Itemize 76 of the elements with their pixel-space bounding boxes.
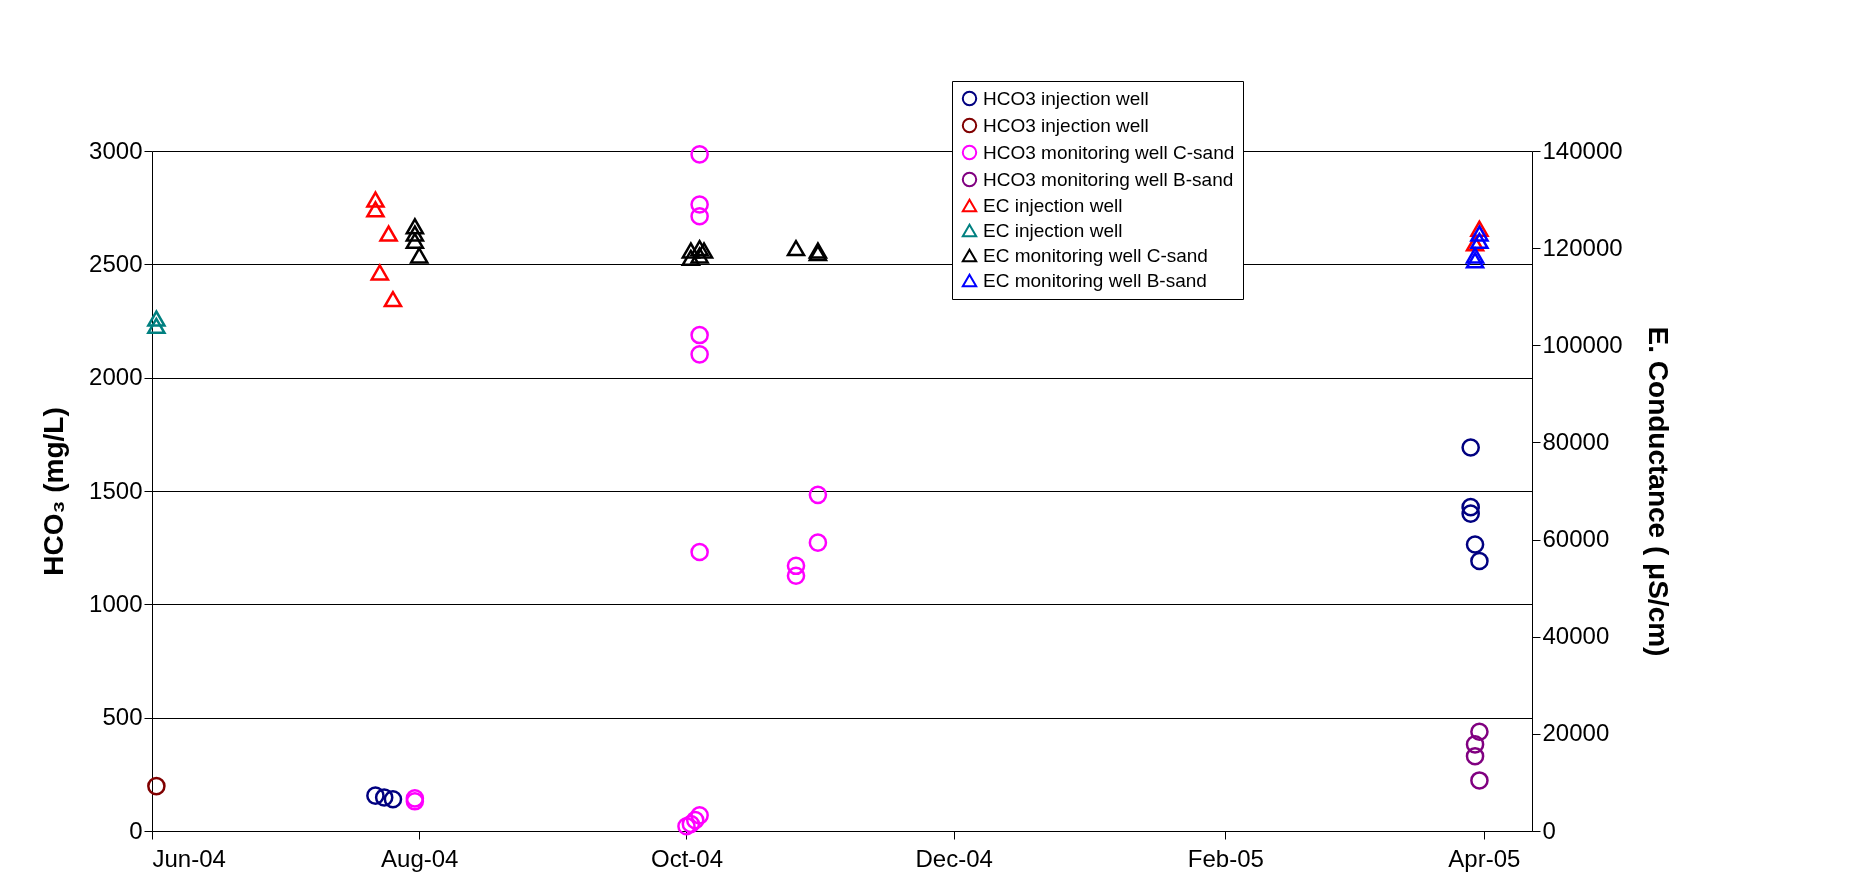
y-tick-label: 1000 xyxy=(89,589,143,617)
y2-tick-label: 80000 xyxy=(1542,427,1610,455)
y-tick-label: 3000 xyxy=(89,136,143,164)
point xyxy=(786,556,806,576)
point xyxy=(690,247,709,264)
point xyxy=(690,239,709,257)
point xyxy=(690,806,709,825)
point xyxy=(1461,438,1480,457)
y2-tick-label: 20000 xyxy=(1542,719,1610,747)
y-tick-label: 2000 xyxy=(89,363,143,391)
legend-label: HCO3 monitoring well C-sand xyxy=(983,141,1235,163)
point xyxy=(681,249,701,267)
point xyxy=(786,566,806,586)
point xyxy=(366,191,385,208)
x-tick-label: Feb-05 xyxy=(1187,844,1264,872)
point xyxy=(690,345,709,364)
point xyxy=(1465,252,1485,269)
point xyxy=(1465,746,1485,766)
point xyxy=(690,325,709,345)
point xyxy=(147,776,166,796)
point xyxy=(1465,535,1485,554)
point xyxy=(1470,551,1489,571)
y2-tick-label: 120000 xyxy=(1542,233,1623,261)
point xyxy=(370,264,390,281)
point xyxy=(405,225,425,242)
x-tick-label: Dec-04 xyxy=(915,844,993,872)
y-tick-label: 2500 xyxy=(89,249,143,277)
point xyxy=(383,290,403,308)
y2-tick-label: 60000 xyxy=(1542,525,1610,553)
point xyxy=(1470,232,1489,250)
point xyxy=(405,232,425,250)
legend-label: EC monitoring well B-sand xyxy=(983,269,1207,291)
y2-tick-label: 100000 xyxy=(1542,330,1623,358)
point xyxy=(374,788,394,807)
x-tick-label: Jun-04 xyxy=(152,844,226,872)
point xyxy=(677,816,696,836)
legend-label: EC injection well xyxy=(983,219,1123,241)
y-tick-label: 500 xyxy=(102,703,143,731)
point xyxy=(1465,247,1485,264)
point xyxy=(1461,497,1480,517)
point xyxy=(808,485,828,505)
point xyxy=(1465,735,1485,754)
x-tick-label: Oct-04 xyxy=(650,844,723,872)
point xyxy=(379,225,398,242)
point xyxy=(1470,225,1489,242)
legend-label: HCO3 monitoring well B-sand xyxy=(983,168,1234,190)
y2-axis-title: E. Conductance ( μS/cm) xyxy=(1642,326,1674,657)
point xyxy=(1470,771,1489,790)
y2-tick-label: 0 xyxy=(1542,816,1556,844)
point xyxy=(1470,722,1489,742)
point xyxy=(366,201,385,218)
x-tick-label: Aug-04 xyxy=(381,844,459,872)
y2-tick-label: 40000 xyxy=(1542,622,1610,650)
point xyxy=(690,195,709,214)
legend-label: HCO3 injection well xyxy=(983,87,1149,109)
point xyxy=(690,206,709,226)
point xyxy=(786,239,806,257)
y-tick-label: 1500 xyxy=(89,476,143,504)
legend-label: EC injection well xyxy=(983,194,1123,216)
legend-label: HCO3 injection well xyxy=(983,114,1149,136)
point xyxy=(808,533,828,552)
point xyxy=(366,786,385,805)
point xyxy=(147,317,166,335)
y-axis-title: HCO₃ (mg/L) xyxy=(38,407,70,576)
point xyxy=(1461,504,1480,523)
y-tick-label: 0 xyxy=(129,816,143,844)
point xyxy=(405,218,425,235)
point xyxy=(147,310,166,327)
point xyxy=(383,789,403,809)
y2-tick-label: 140000 xyxy=(1542,136,1623,164)
x-tick-label: Apr-05 xyxy=(1448,844,1521,872)
point xyxy=(409,247,429,264)
point xyxy=(690,145,709,164)
point xyxy=(690,542,709,562)
point xyxy=(694,242,714,259)
legend-label: EC monitoring well C-sand xyxy=(983,244,1208,266)
